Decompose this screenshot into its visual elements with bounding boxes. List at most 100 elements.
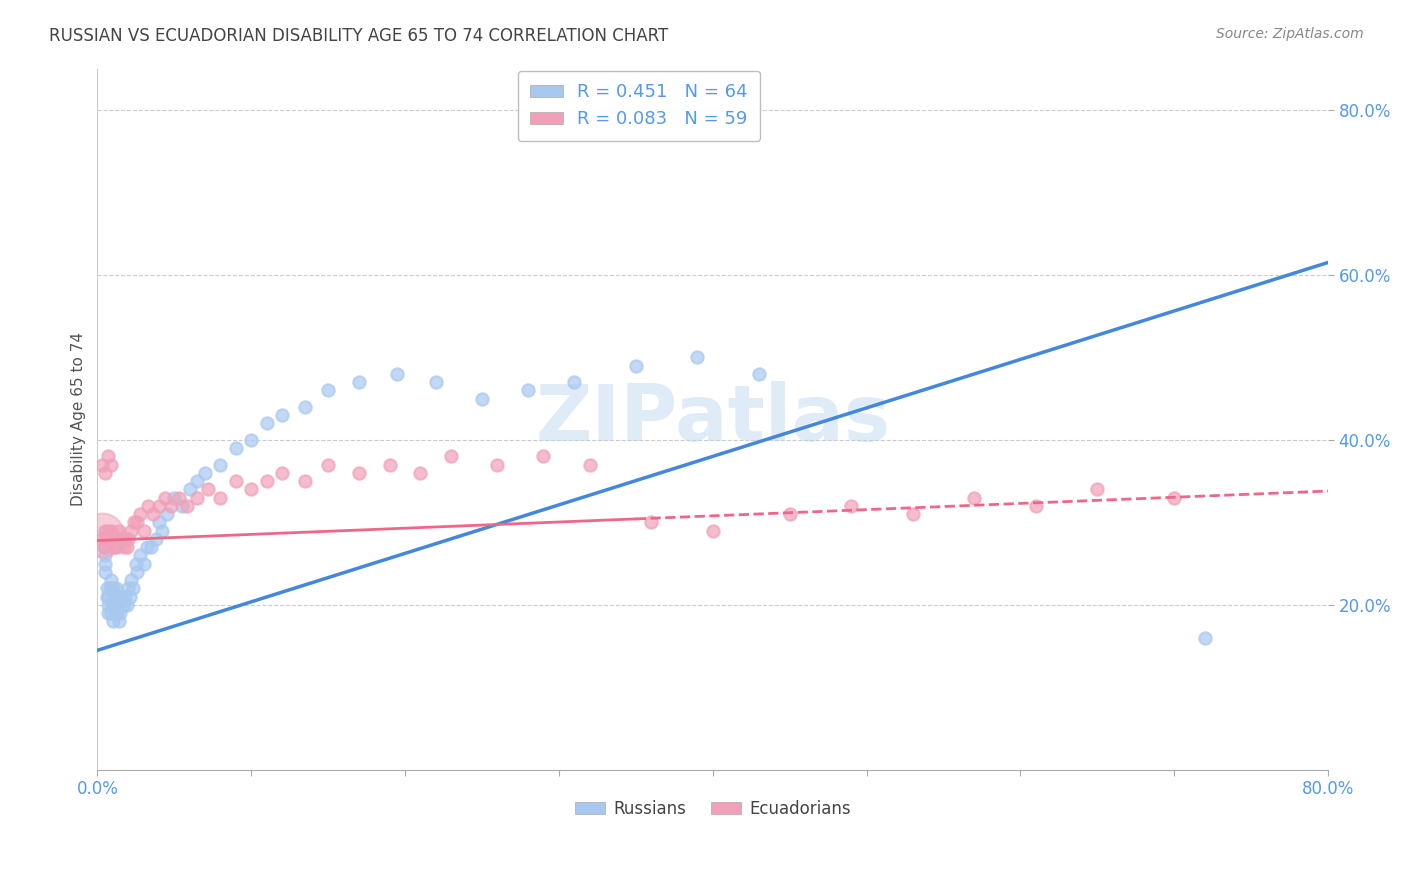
- Point: [104, 606, 127, 620]
- Point: [114, 590, 136, 604]
- Point: [135, 540, 157, 554]
- Point: [110, 606, 132, 620]
- Point: [94, 524, 117, 538]
- Point: [97, 524, 120, 538]
- Point: [533, 450, 555, 464]
- Point: [108, 615, 131, 629]
- Legend: Russians, Ecuadorians: Russians, Ecuadorians: [568, 794, 858, 825]
- Point: [640, 516, 662, 530]
- Point: [93, 540, 115, 554]
- Point: [225, 474, 247, 488]
- Point: [101, 582, 124, 596]
- Point: [98, 582, 121, 596]
- Point: [97, 598, 120, 612]
- Point: [240, 483, 263, 497]
- Point: [1025, 499, 1047, 513]
- Point: [316, 384, 339, 398]
- Point: [97, 606, 120, 620]
- Point: [209, 491, 232, 505]
- Point: [256, 417, 278, 431]
- Point: [112, 540, 135, 554]
- Point: [94, 557, 117, 571]
- Point: [110, 532, 132, 546]
- Point: [104, 532, 127, 546]
- Point: [104, 582, 127, 596]
- Point: [155, 507, 177, 521]
- Point: [115, 598, 138, 612]
- Point: [108, 598, 131, 612]
- Point: [1163, 491, 1185, 505]
- Point: [114, 532, 136, 546]
- Point: [101, 598, 124, 612]
- Point: [136, 499, 159, 513]
- Point: [111, 590, 134, 604]
- Point: [97, 450, 120, 464]
- Point: [94, 565, 117, 579]
- Point: [103, 540, 125, 554]
- Point: [160, 499, 183, 513]
- Point: [101, 532, 124, 546]
- Point: [271, 466, 294, 480]
- Point: [294, 474, 316, 488]
- Point: [748, 367, 770, 381]
- Point: [179, 483, 201, 497]
- Point: [98, 532, 121, 546]
- Point: [96, 590, 118, 604]
- Point: [112, 598, 135, 612]
- Y-axis label: Disability Age 65 to 74: Disability Age 65 to 74: [72, 332, 86, 507]
- Point: [686, 351, 709, 365]
- Point: [271, 408, 294, 422]
- Point: [153, 491, 176, 505]
- Point: [132, 557, 155, 571]
- Text: Source: ZipAtlas.com: Source: ZipAtlas.com: [1216, 27, 1364, 41]
- Point: [127, 565, 149, 579]
- Point: [145, 532, 167, 546]
- Point: [94, 466, 117, 480]
- Point: [240, 433, 263, 447]
- Point: [148, 516, 170, 530]
- Point: [129, 549, 152, 563]
- Point: [839, 499, 862, 513]
- Point: [779, 507, 801, 521]
- Point: [176, 499, 198, 513]
- Point: [91, 458, 114, 472]
- Point: [316, 458, 339, 472]
- Point: [702, 524, 724, 538]
- Point: [294, 400, 316, 414]
- Point: [347, 375, 370, 389]
- Point: [170, 499, 193, 513]
- Point: [100, 573, 122, 587]
- Point: [624, 359, 647, 373]
- Point: [409, 466, 432, 480]
- Point: [142, 507, 165, 521]
- Point: [100, 606, 122, 620]
- Point: [121, 582, 143, 596]
- Point: [387, 367, 409, 381]
- Point: [96, 532, 118, 546]
- Point: [105, 540, 128, 554]
- Point: [347, 466, 370, 480]
- Point: [91, 532, 114, 546]
- Point: [186, 491, 208, 505]
- Point: [440, 450, 463, 464]
- Point: [378, 458, 401, 472]
- Point: [103, 590, 125, 604]
- Text: RUSSIAN VS ECUADORIAN DISABILITY AGE 65 TO 74 CORRELATION CHART: RUSSIAN VS ECUADORIAN DISABILITY AGE 65 …: [49, 27, 668, 45]
- Point: [100, 524, 122, 538]
- Point: [96, 582, 118, 596]
- Point: [578, 458, 600, 472]
- Point: [486, 458, 509, 472]
- Point: [94, 540, 117, 554]
- Point: [197, 483, 219, 497]
- Point: [111, 532, 134, 546]
- Point: [141, 540, 163, 554]
- Point: [125, 557, 148, 571]
- Point: [129, 507, 152, 521]
- Point: [963, 491, 986, 505]
- Point: [901, 507, 924, 521]
- Point: [517, 384, 540, 398]
- Point: [186, 474, 208, 488]
- Point: [209, 458, 232, 472]
- Point: [256, 474, 278, 488]
- Point: [471, 392, 494, 406]
